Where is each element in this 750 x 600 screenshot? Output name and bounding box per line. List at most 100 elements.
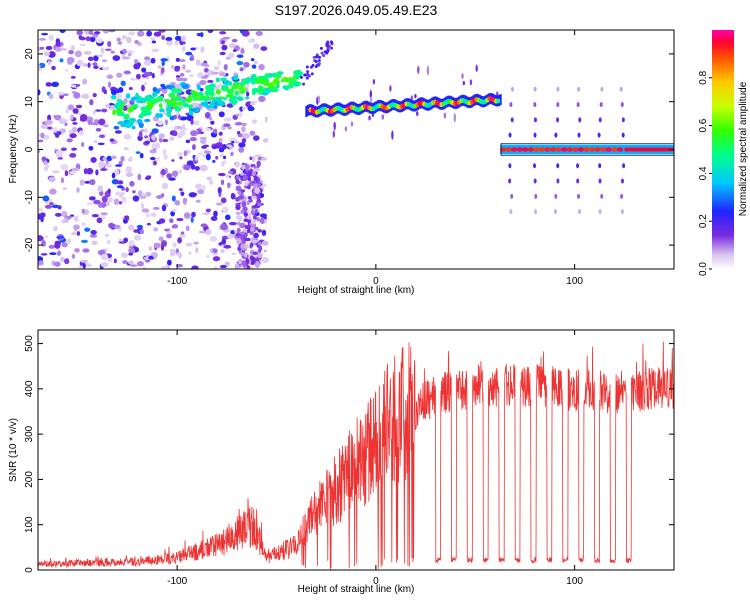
side-lobe: [417, 65, 420, 75]
noise-blob: [190, 130, 198, 137]
noise-blob: [66, 238, 72, 244]
noise-blob: [109, 104, 116, 111]
noise-blob: [256, 177, 260, 184]
noise-blob: [139, 152, 144, 159]
side-lobe: [389, 85, 392, 92]
noise-blob: [169, 136, 175, 141]
zero-line-core: [561, 147, 568, 152]
noise-blob: [223, 117, 232, 122]
y-tick-label: 400: [24, 380, 35, 397]
noise-blob: [179, 59, 186, 63]
zero-line-core: [566, 147, 574, 152]
noise-blob: [100, 47, 105, 54]
noise-blob: [171, 64, 175, 70]
snr-ylabel: SNR (10 * v/v): [8, 418, 19, 482]
noise-blob: [72, 126, 77, 133]
noise-blob: [58, 118, 67, 125]
noise-blob: [253, 232, 259, 239]
noise-blob: [83, 50, 92, 55]
noise-blob: [190, 54, 194, 61]
noise-blob: [107, 197, 114, 203]
noise-blob: [151, 128, 159, 134]
noise-blob: [244, 181, 249, 186]
noise-blob: [141, 84, 145, 92]
noise-blob: [69, 152, 77, 158]
noise-blob: [179, 72, 185, 77]
noise-blob: [198, 230, 207, 234]
noise-blob: [237, 215, 243, 222]
noise-blob: [239, 67, 244, 72]
noise-blob: [185, 225, 190, 232]
noise-blob: [213, 266, 218, 269]
noise-blob: [122, 219, 128, 224]
noise-blob: [151, 134, 156, 141]
noise-blob: [113, 198, 120, 206]
y-tick-label: 200: [24, 471, 35, 488]
noise-blob: [39, 212, 46, 218]
noise-blob: [250, 242, 254, 247]
noise-blob: [95, 109, 102, 112]
noise-blob: [125, 166, 133, 173]
noise-blob: [253, 135, 260, 141]
rising-line-blob: [250, 78, 256, 85]
rising-line-blob: [168, 93, 175, 98]
noise-blob: [235, 161, 240, 168]
noise-blob: [238, 142, 246, 148]
noise-blob: [172, 224, 179, 229]
noise-blob: [245, 91, 250, 97]
noise-blob: [172, 130, 178, 137]
noise-blob: [151, 143, 159, 150]
noise-blob: [185, 242, 193, 247]
rising-line-blob: [138, 122, 144, 129]
noise-blob: [107, 188, 111, 194]
noise-blob: [61, 242, 68, 248]
noise-blob: [153, 160, 157, 166]
rising-line-blob: [215, 89, 221, 95]
noise-blob: [250, 209, 255, 216]
rising-line-blob: [152, 91, 158, 98]
rising-line-blob: [182, 102, 189, 108]
side-lobe: [414, 93, 417, 99]
rising-line-blob: [119, 105, 124, 111]
noise-blob: [47, 60, 51, 66]
noise-blob: [249, 156, 253, 161]
noise-blob: [205, 153, 211, 161]
noise-blob: [174, 40, 179, 46]
zero-line-core: [588, 147, 596, 152]
noise-blob: [169, 82, 177, 86]
noise-blob: [239, 30, 245, 34]
noise-blob: [254, 208, 258, 214]
noise-blob: [256, 160, 261, 168]
side-lobe-spike: [554, 193, 558, 199]
noise-blob: [161, 204, 167, 212]
noise-blob: [117, 180, 124, 185]
noise-blob: [55, 46, 62, 52]
noise-blob: [164, 228, 170, 232]
zero-line-core: [572, 147, 579, 152]
noise-blob: [182, 197, 188, 202]
noise-blob: [160, 175, 165, 178]
noise-blob: [59, 30, 66, 34]
noise-blob: [257, 202, 262, 207]
noise-blob: [219, 31, 227, 35]
zero-line-core: [522, 147, 529, 152]
rising-line-blob: [174, 107, 182, 112]
noise-blob: [241, 164, 246, 170]
noise-blob: [256, 193, 261, 201]
rising-line-blob: [140, 106, 147, 111]
rising-line-blob: [136, 99, 142, 104]
side-lobe-spike: [600, 193, 604, 199]
noise-blob: [51, 65, 56, 71]
noise-blob: [92, 92, 97, 98]
rising-line-blob: [144, 118, 151, 123]
rising-line-blob: [181, 83, 190, 90]
noise-blob: [61, 219, 65, 224]
noise-blob: [250, 227, 255, 232]
noise-blob: [176, 263, 183, 268]
noise-blob: [136, 224, 144, 229]
rising-line-blob: [128, 119, 135, 125]
x-tick-label: 0: [373, 276, 379, 287]
noise-blob: [44, 235, 49, 238]
noise-blob: [42, 195, 50, 202]
noise-blob: [196, 72, 205, 78]
